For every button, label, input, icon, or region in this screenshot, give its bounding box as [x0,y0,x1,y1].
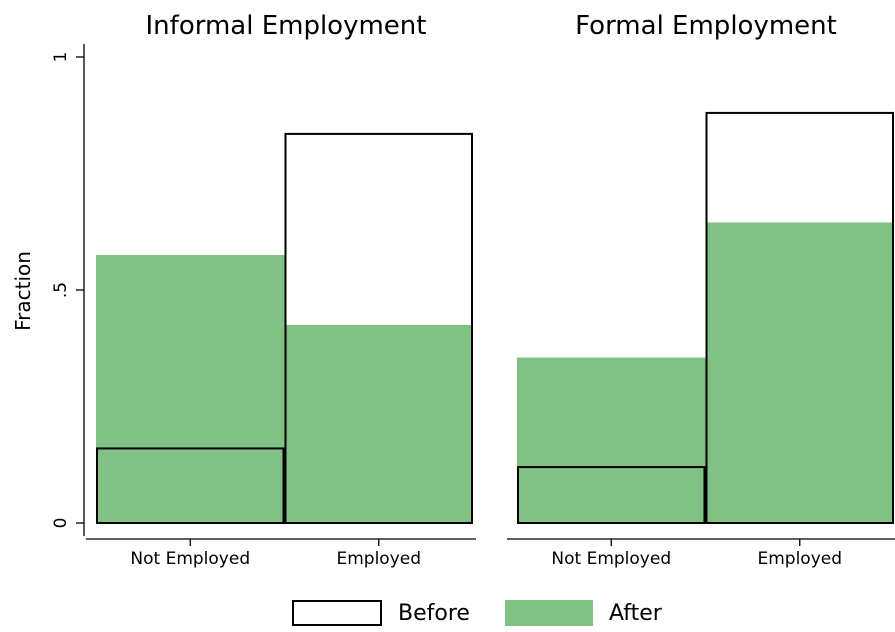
y-tick-label: .5 [51,282,71,298]
bar-before-employed [705,111,894,524]
panels-layer: Informal Employment Not Employed Employed 0… [51,11,895,569]
legend-swatch-before [292,600,382,626]
legend-label-after: After [609,601,663,626]
legend: Before After [292,600,663,626]
x-tick-label: Employed [336,549,421,569]
y-axis-label: Fraction [11,251,35,331]
y-tick-label: 0 [51,518,71,529]
legend-swatch-after [505,600,593,626]
y-tick-label: 1 [51,52,71,63]
chart-title: Formal Employment [575,11,837,41]
legend-label-before: Before [398,601,470,626]
bar-before-not-employed [517,466,706,524]
x-tick-label: Not Employed [130,549,250,569]
bar-after-employed [705,222,894,523]
chart-title: Informal Employment [146,11,427,41]
bar-after-employed [284,324,473,523]
bar-before-not-employed [96,447,285,524]
x-tick-label: Not Employed [551,549,671,569]
chart-panel-1: Informal Employment Not Employed Employed 0… [51,11,476,569]
x-tick-label: Employed [757,549,842,569]
chart-panel-2: Formal Employment Not Employed Employed [507,11,895,569]
bar-after-not-employed [517,357,706,523]
bar-before-employed [284,132,473,524]
bar-after-not-employed [96,255,285,524]
